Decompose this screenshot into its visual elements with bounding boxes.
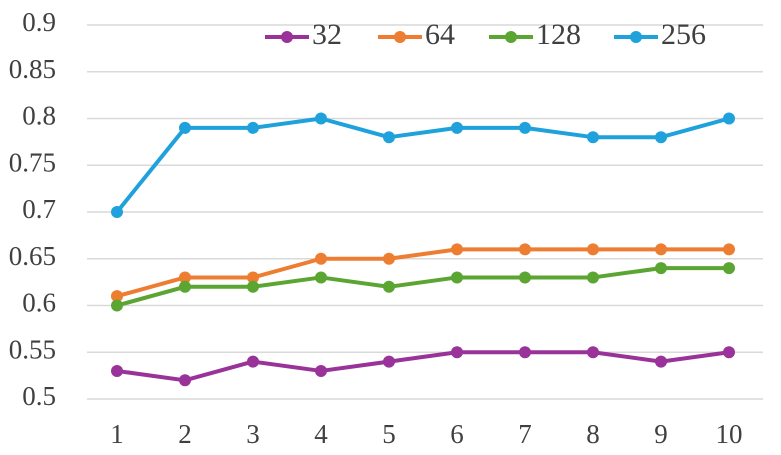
data-point-256 bbox=[519, 121, 531, 134]
data-point-64 bbox=[179, 271, 191, 284]
gridlines bbox=[87, 24, 763, 400]
x-tick-label: 1 bbox=[110, 419, 124, 449]
x-tick-label: 8 bbox=[586, 419, 600, 449]
x-tick-label: 7 bbox=[518, 419, 532, 449]
data-point-32 bbox=[247, 355, 259, 368]
legend-item-128: 128 bbox=[489, 18, 581, 51]
data-point-256 bbox=[587, 131, 599, 144]
data-point-256 bbox=[111, 206, 123, 218]
y-tick-label: 0.75 bbox=[9, 147, 56, 177]
data-point-128 bbox=[451, 271, 463, 284]
data-point-128 bbox=[247, 280, 259, 293]
x-tick-label: 2 bbox=[178, 419, 192, 449]
y-tick-label: 0.9 bbox=[22, 7, 56, 37]
legend-swatch-marker bbox=[281, 31, 293, 43]
y-tick-label: 0.65 bbox=[9, 241, 56, 271]
data-point-128 bbox=[587, 271, 599, 284]
series-line-256 bbox=[115, 116, 731, 214]
legend-item-256: 256 bbox=[614, 18, 706, 51]
data-point-128 bbox=[723, 262, 735, 275]
data-point-32 bbox=[519, 346, 531, 359]
x-tick-label: 4 bbox=[314, 419, 328, 449]
data-point-64 bbox=[519, 243, 531, 256]
data-point-64 bbox=[247, 271, 259, 284]
data-point-256 bbox=[655, 131, 667, 144]
data-point-32 bbox=[315, 364, 327, 377]
data-point-32 bbox=[723, 346, 735, 359]
y-tick-label: 0.6 bbox=[22, 288, 56, 318]
data-point-32 bbox=[179, 374, 191, 387]
series-line-32 bbox=[115, 350, 731, 383]
data-point-256 bbox=[723, 112, 735, 125]
series-line-128 bbox=[115, 266, 731, 308]
legend-label: 128 bbox=[536, 18, 581, 51]
y-tick-label: 0.7 bbox=[22, 194, 56, 224]
data-point-256 bbox=[247, 121, 259, 134]
x-tick-label: 9 bbox=[654, 419, 668, 449]
data-point-256 bbox=[383, 131, 395, 144]
data-point-64 bbox=[111, 290, 123, 303]
legend-item-64: 64 bbox=[378, 18, 455, 51]
data-point-128 bbox=[315, 271, 327, 284]
data-point-32 bbox=[383, 355, 395, 368]
legend-swatch-marker bbox=[505, 31, 517, 43]
y-axis: 0.5 0.55 0.6 0.65 0.7 0.75 0.8 0.85 0.9 bbox=[9, 7, 56, 411]
x-axis: 1 2 3 4 5 6 7 8 9 10 bbox=[110, 419, 742, 449]
legend: 32 64 128 256 bbox=[265, 18, 706, 51]
data-point-64 bbox=[451, 243, 463, 256]
y-tick-label: 0.8 bbox=[22, 101, 56, 131]
data-point-128 bbox=[383, 280, 395, 293]
x-tick-label: 6 bbox=[450, 419, 464, 449]
legend-label: 64 bbox=[425, 18, 455, 51]
data-point-128 bbox=[519, 271, 531, 284]
data-point-32 bbox=[451, 346, 463, 359]
series-line-64 bbox=[115, 247, 731, 299]
data-point-256 bbox=[179, 121, 191, 134]
series-lines bbox=[111, 112, 735, 387]
x-tick-label: 10 bbox=[716, 419, 743, 449]
series-256 bbox=[111, 112, 735, 218]
x-tick-label: 5 bbox=[382, 419, 396, 449]
series-64 bbox=[111, 243, 735, 303]
y-tick-label: 0.85 bbox=[9, 54, 56, 84]
series-32 bbox=[111, 346, 735, 387]
data-point-32 bbox=[655, 355, 667, 368]
data-point-128 bbox=[655, 262, 667, 275]
data-point-128 bbox=[111, 299, 123, 312]
x-tick-label: 3 bbox=[246, 419, 260, 449]
data-point-64 bbox=[315, 252, 327, 265]
legend-label: 32 bbox=[312, 18, 342, 51]
series-128 bbox=[111, 262, 735, 312]
data-point-64 bbox=[723, 243, 735, 256]
legend-swatch-marker bbox=[630, 31, 642, 43]
data-point-256 bbox=[451, 121, 463, 134]
legend-swatch-marker bbox=[394, 31, 406, 43]
y-tick-label: 0.55 bbox=[9, 334, 56, 364]
data-point-32 bbox=[587, 346, 599, 359]
data-point-32 bbox=[111, 364, 123, 377]
data-point-256 bbox=[315, 112, 327, 125]
legend-item-32: 32 bbox=[265, 18, 342, 51]
legend-label: 256 bbox=[661, 18, 706, 51]
data-point-128 bbox=[179, 280, 191, 293]
data-point-64 bbox=[655, 243, 667, 256]
y-tick-label: 0.5 bbox=[22, 381, 56, 411]
data-point-64 bbox=[587, 243, 599, 256]
data-point-64 bbox=[383, 252, 395, 265]
